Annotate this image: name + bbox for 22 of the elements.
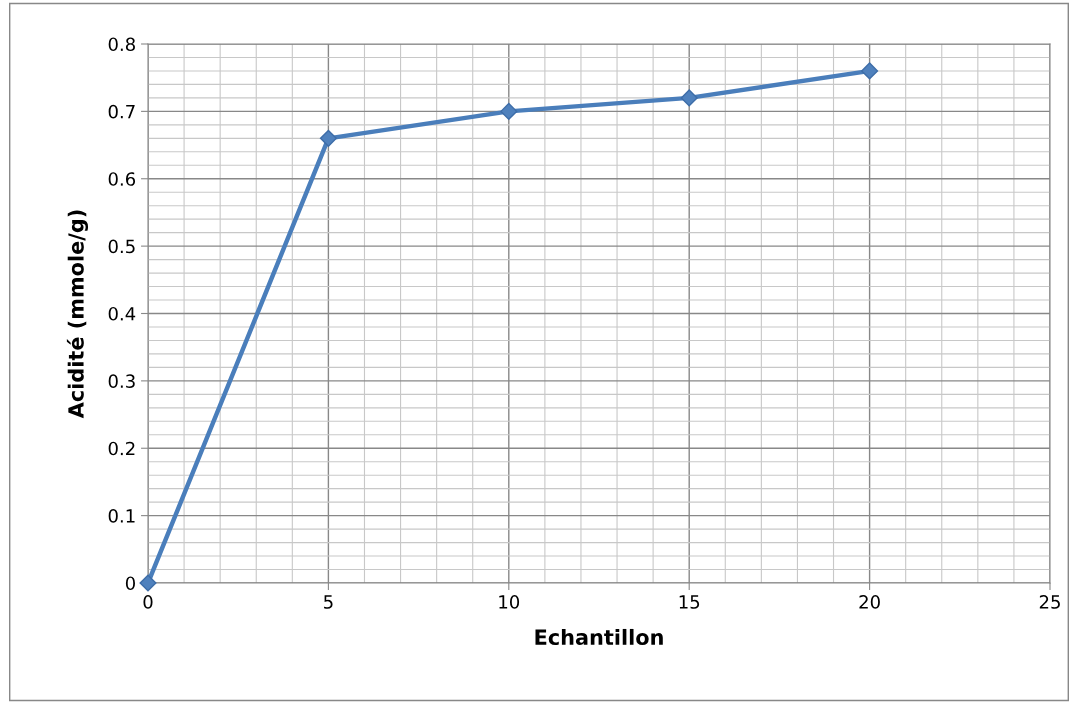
y-tick-label: 0.1 — [108, 509, 135, 523]
y-tick-label: 0.4 — [108, 306, 136, 321]
point — [680, 89, 698, 107]
point — [500, 102, 518, 120]
x-tick-label: 5 — [324, 595, 333, 609]
point — [861, 62, 879, 80]
x-tick-label: 25 — [1039, 595, 1060, 609]
y-tick-label: 0.2 — [108, 441, 135, 456]
x-tick-label: 20 — [859, 595, 880, 609]
y-tick-label: 0 — [125, 576, 135, 591]
y-axis-title: Acidité (mmole/g) — [66, 210, 89, 419]
y-tick-label: 0.7 — [108, 104, 135, 119]
point — [139, 574, 157, 592]
x-tick-label: 15 — [679, 595, 700, 609]
x-tick-label: 10 — [499, 595, 520, 609]
y-tick-label: 0.3 — [108, 374, 135, 388]
y-tick-label: 0.8 — [108, 37, 135, 52]
x-axis-title: Echantillon — [535, 628, 663, 646]
x-tick-label: 0 — [143, 595, 153, 609]
y-tick-label: 0.6 — [108, 172, 136, 186]
y-tick-label: 0.5 — [108, 239, 135, 254]
point — [319, 129, 337, 147]
